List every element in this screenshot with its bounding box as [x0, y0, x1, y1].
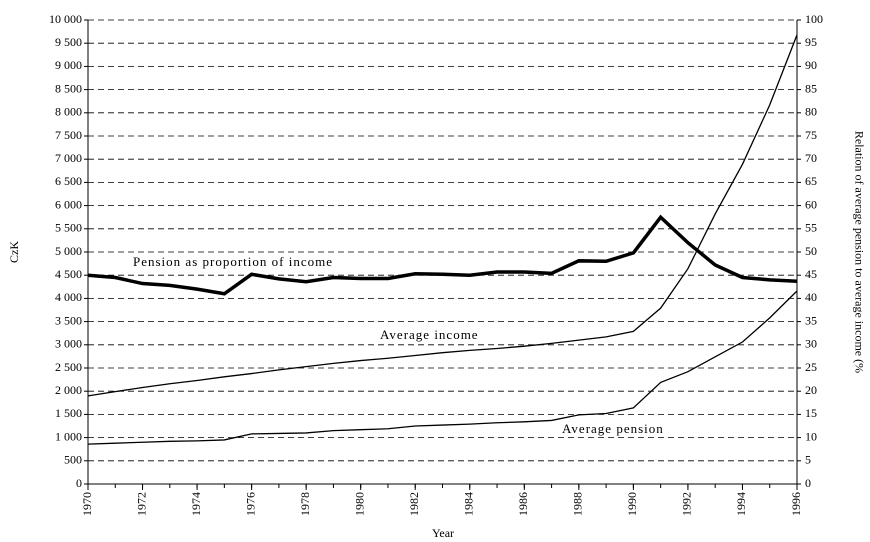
y-tick-label: 8 000 — [55, 105, 82, 119]
y-tick-label: 7 000 — [55, 151, 82, 165]
x-tick-label: 1970 — [80, 492, 94, 516]
y2-tick-label: 85 — [805, 81, 817, 95]
y-tick-label: 9 500 — [55, 35, 82, 49]
y-tick-label: 1 500 — [55, 406, 82, 420]
x-tick-label: 1976 — [243, 492, 257, 516]
y2-tick-label: 75 — [805, 128, 817, 142]
y2-tick-label: 5 — [805, 453, 811, 467]
y-tick-label: 4 000 — [55, 290, 82, 304]
y-axis-title: CzK — [7, 241, 21, 263]
y-tick-label: 10 000 — [49, 12, 82, 26]
y2-tick-label: 10 — [805, 429, 817, 443]
y2-tick-label: 95 — [805, 35, 817, 49]
y2-tick-label: 0 — [805, 476, 811, 490]
y2-tick-label: 80 — [805, 105, 817, 119]
y-tick-label: 500 — [64, 453, 82, 467]
x-tick-label: 1972 — [134, 492, 148, 516]
line-series — [87, 34, 798, 397]
y-tick-label: 5 500 — [55, 221, 82, 235]
y-tick-label: 5 000 — [55, 244, 82, 258]
y-tick-label: 8 500 — [55, 81, 82, 95]
y2-tick-label: 25 — [805, 360, 817, 374]
y2-axis-title: Relation of average pension to average i… — [852, 131, 866, 373]
y-tick-label: 0 — [76, 476, 82, 490]
x-tick-label: 1978 — [298, 492, 312, 516]
y2-tick-label: 55 — [805, 221, 817, 235]
y2-tick-label: 30 — [805, 337, 817, 351]
series-label: Average income — [380, 327, 479, 342]
x-tick-label: 1994 — [734, 492, 748, 516]
y2-tick-label: 100 — [805, 12, 823, 26]
x-axis-title: Year — [432, 526, 454, 540]
y2-tick-label: 65 — [805, 174, 817, 188]
line-series — [87, 214, 798, 296]
y-tick-label: 3 500 — [55, 313, 82, 327]
x-tick-label: 1988 — [571, 492, 585, 516]
line-series — [87, 290, 798, 445]
x-tick-label: 1986 — [516, 492, 530, 516]
y-tick-label: 1 000 — [55, 429, 82, 443]
x-tick-label: 1982 — [407, 492, 421, 516]
y-tick-label: 7 500 — [55, 128, 82, 142]
y2-tick-label: 15 — [805, 406, 817, 420]
y2-tick-label: 45 — [805, 267, 817, 281]
y2-tick-label: 60 — [805, 197, 817, 211]
x-tick-label: 1996 — [789, 492, 803, 516]
series-label: Average pension — [562, 421, 664, 436]
y-tick-label: 2 000 — [55, 383, 82, 397]
y-tick-label: 4 500 — [55, 267, 82, 281]
y2-tick-label: 35 — [805, 313, 817, 327]
y2-tick-label: 20 — [805, 383, 817, 397]
y-tick-label: 3 000 — [55, 337, 82, 351]
x-tick-label: 1974 — [189, 492, 203, 516]
y2-tick-label: 40 — [805, 290, 817, 304]
x-tick-label: 1984 — [462, 492, 476, 516]
y-tick-label: 9 000 — [55, 58, 82, 72]
x-tick-label: 1990 — [625, 492, 639, 516]
x-tick-label: 1992 — [680, 492, 694, 516]
y2-tick-label: 70 — [805, 151, 817, 165]
y2-tick-label: 50 — [805, 244, 817, 258]
y-tick-label: 6 000 — [55, 197, 82, 211]
series-label: Pension as proportion of income — [133, 254, 333, 269]
y2-tick-label: 90 — [805, 58, 817, 72]
y-tick-label: 2 500 — [55, 360, 82, 374]
x-tick-label: 1980 — [352, 492, 366, 516]
y-tick-label: 6 500 — [55, 174, 82, 188]
